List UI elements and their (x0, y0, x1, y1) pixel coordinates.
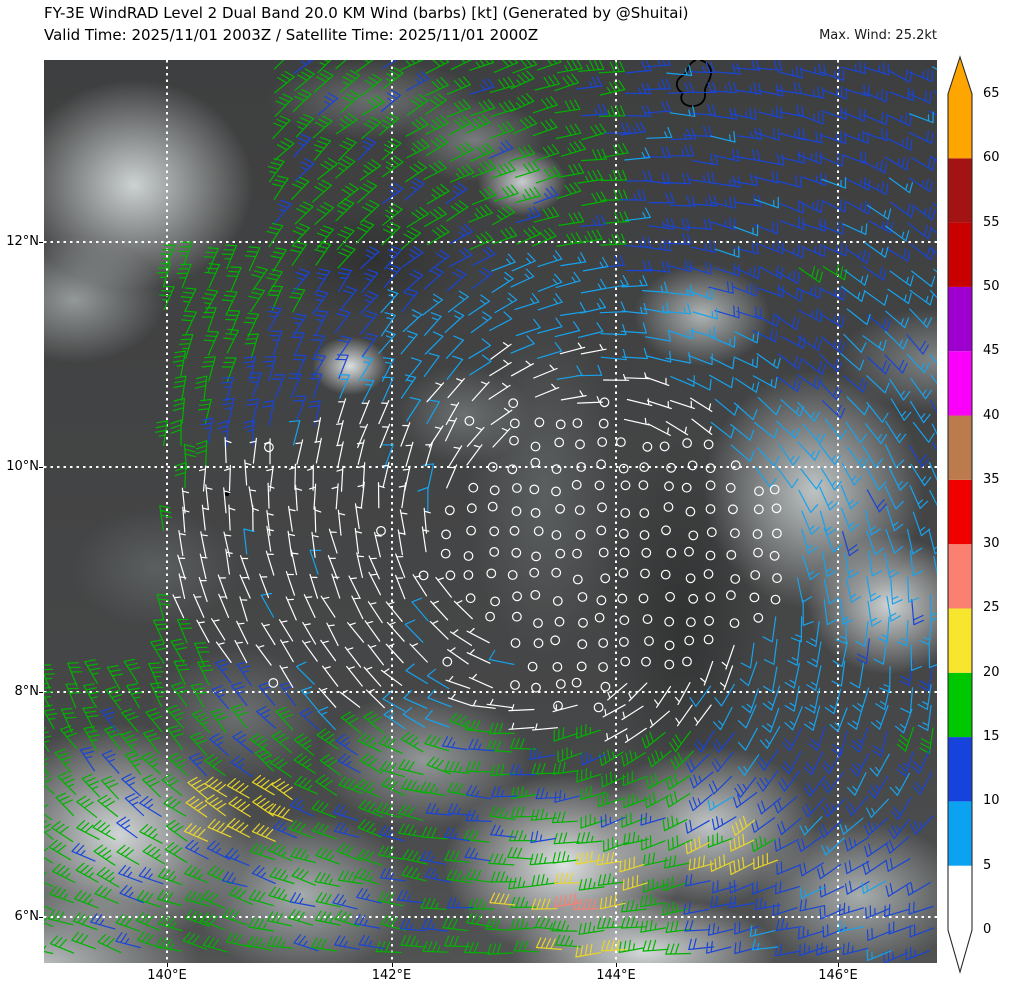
wind-barb-group (44, 60, 934, 955)
gridline-lat (44, 241, 937, 243)
x-axis-tick (838, 963, 839, 967)
x-tick-label: 142°E (371, 968, 412, 983)
colorbar: 0 5 10 15 20 25 30 35 40 45 50 55 60 65 (946, 54, 1008, 988)
max-wind-label: Max. Wind: 25.2kt (819, 28, 937, 43)
colorbar-tick-label: 60 (983, 150, 1000, 166)
colorbar-outline (947, 55, 973, 975)
gridline-lon (390, 60, 393, 963)
wind-barb-group (243, 64, 937, 961)
x-axis-tick (391, 963, 393, 967)
colorbar-segment (948, 158, 972, 223)
wind-barb-group (554, 893, 600, 910)
island-coastline (675, 60, 712, 107)
colorbar-segment (948, 672, 972, 738)
colorbar-segment (948, 479, 972, 545)
gridline-lat (44, 466, 937, 468)
colorbar-segment (948, 94, 972, 159)
colorbar-tick-label: 15 (983, 729, 1000, 745)
x-tick-label: 140°E (147, 968, 187, 983)
gridline-lat (44, 916, 937, 918)
y-axis-tick (39, 467, 43, 468)
colorbar-tick-label: 10 (983, 793, 1000, 809)
colorbar-tick-label: 20 (983, 664, 1000, 680)
figure-subtitle: Valid Time: 2025/11/01 2003Z / Satellite… (44, 26, 539, 44)
y-axis-tick (39, 692, 43, 693)
colorbar-segment (948, 865, 972, 930)
gridline-lon (837, 60, 839, 963)
colorbar-segment (948, 222, 972, 287)
y-tick-label: 8°N (14, 684, 40, 699)
colorbar-arrow-bottom (948, 930, 972, 972)
wind-barb-group (71, 60, 937, 963)
colorbar-tick-label: 50 (983, 278, 1000, 294)
colorbar-segment (948, 737, 972, 802)
colorbar-tick-label: 55 (983, 214, 1000, 230)
map-overlay-svg (44, 60, 937, 963)
colorbar-segment (948, 801, 972, 866)
wind-barb-group (172, 342, 782, 743)
y-tick-label: 6°N (14, 909, 40, 924)
figure-title: FY-3E WindRAD Level 2 Dual Band 20.0 KM … (44, 4, 689, 22)
colorbar-tick-label: 35 (983, 471, 1000, 487)
colorbar-arrow-top (948, 57, 972, 94)
x-axis-tick (167, 963, 168, 967)
gridline-lon (615, 60, 617, 963)
islet-dot (224, 491, 230, 497)
x-tick-label: 144°E (596, 968, 636, 983)
wind-barbs-layer (44, 60, 937, 963)
colorbar-tick-label: 30 (983, 536, 1000, 552)
colorbar-segment (948, 608, 972, 673)
colorbar-tick-label: 5 (983, 857, 992, 873)
y-axis-tick (39, 917, 43, 918)
colorbar-segment (948, 415, 972, 480)
y-tick-label: 12°N (6, 234, 39, 249)
colorbar-tick-label: 25 (983, 600, 1000, 616)
y-axis-tick (39, 242, 43, 243)
colorbar-tick-label: 40 (983, 407, 1000, 423)
colorbar-svg (947, 55, 973, 975)
colorbar-segment (948, 286, 972, 352)
colorbar-segment (948, 351, 972, 416)
colorbar-tick-label: 0 (983, 922, 992, 937)
colorbar-segment (948, 544, 972, 609)
colorbar-tick-label: 45 (983, 343, 1000, 359)
wind-barb-group (183, 774, 778, 958)
map-panel (44, 60, 937, 963)
x-axis-tick (616, 963, 617, 967)
colorbar-tick-label: 65 (983, 86, 1000, 101)
gridline-lat (44, 691, 937, 693)
x-tick-label: 146°E (818, 968, 858, 983)
y-tick-label: 10°N (6, 459, 39, 474)
